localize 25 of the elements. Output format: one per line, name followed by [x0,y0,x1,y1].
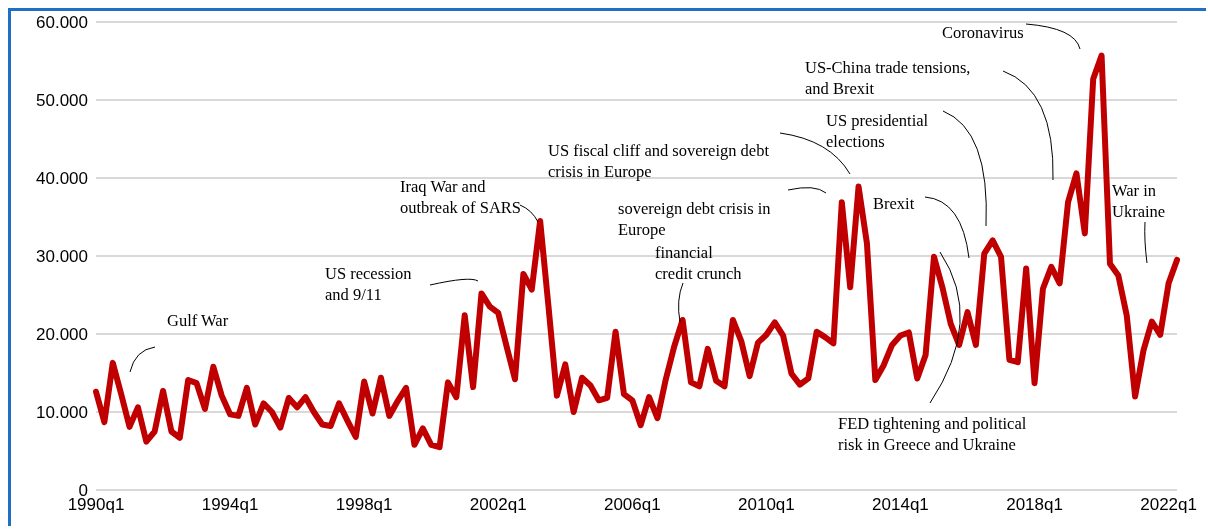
x-tick-label: 2002q1 [469,495,527,515]
annotation: Gulf War [167,310,229,331]
x-tick-label: 1998q1 [335,495,393,515]
annotation: financial credit crunch [655,242,742,284]
annotation: Brexit [873,193,915,214]
x-tick-label: 2022q1 [1140,495,1197,515]
annotation: War in Ukraine [1112,180,1166,222]
y-tick-label: 40.000 [36,169,88,189]
annotation: FED tightening and political risk in Greece and Ukraine [838,413,1027,455]
annotation: US fiscal cliff and sovereign debt crisis in Europe [548,140,770,182]
annotation: US presidential elections [826,110,929,152]
x-tick-label: 2018q1 [1006,495,1063,515]
y-tick-label: 30.000 [36,247,88,267]
x-tick-label: 2006q1 [603,495,661,515]
y-tick-label: 20.000 [36,325,88,345]
y-tick-label: 60.000 [36,13,88,33]
y-tick-label: 50.000 [36,91,88,111]
x-tick-label: 1994q1 [201,495,259,515]
annotation: US recession and 9/11 [325,263,412,305]
annotation: Coronavirus [942,22,1024,43]
y-tick-label: 10.000 [36,403,88,423]
x-tick-label: 2010q1 [738,495,795,515]
x-tick-label: 2014q1 [872,495,929,515]
annotation: US-China trade tensions, and Brexit [805,57,971,99]
annotation: Iraq War and outbreak of SARS [400,176,521,218]
